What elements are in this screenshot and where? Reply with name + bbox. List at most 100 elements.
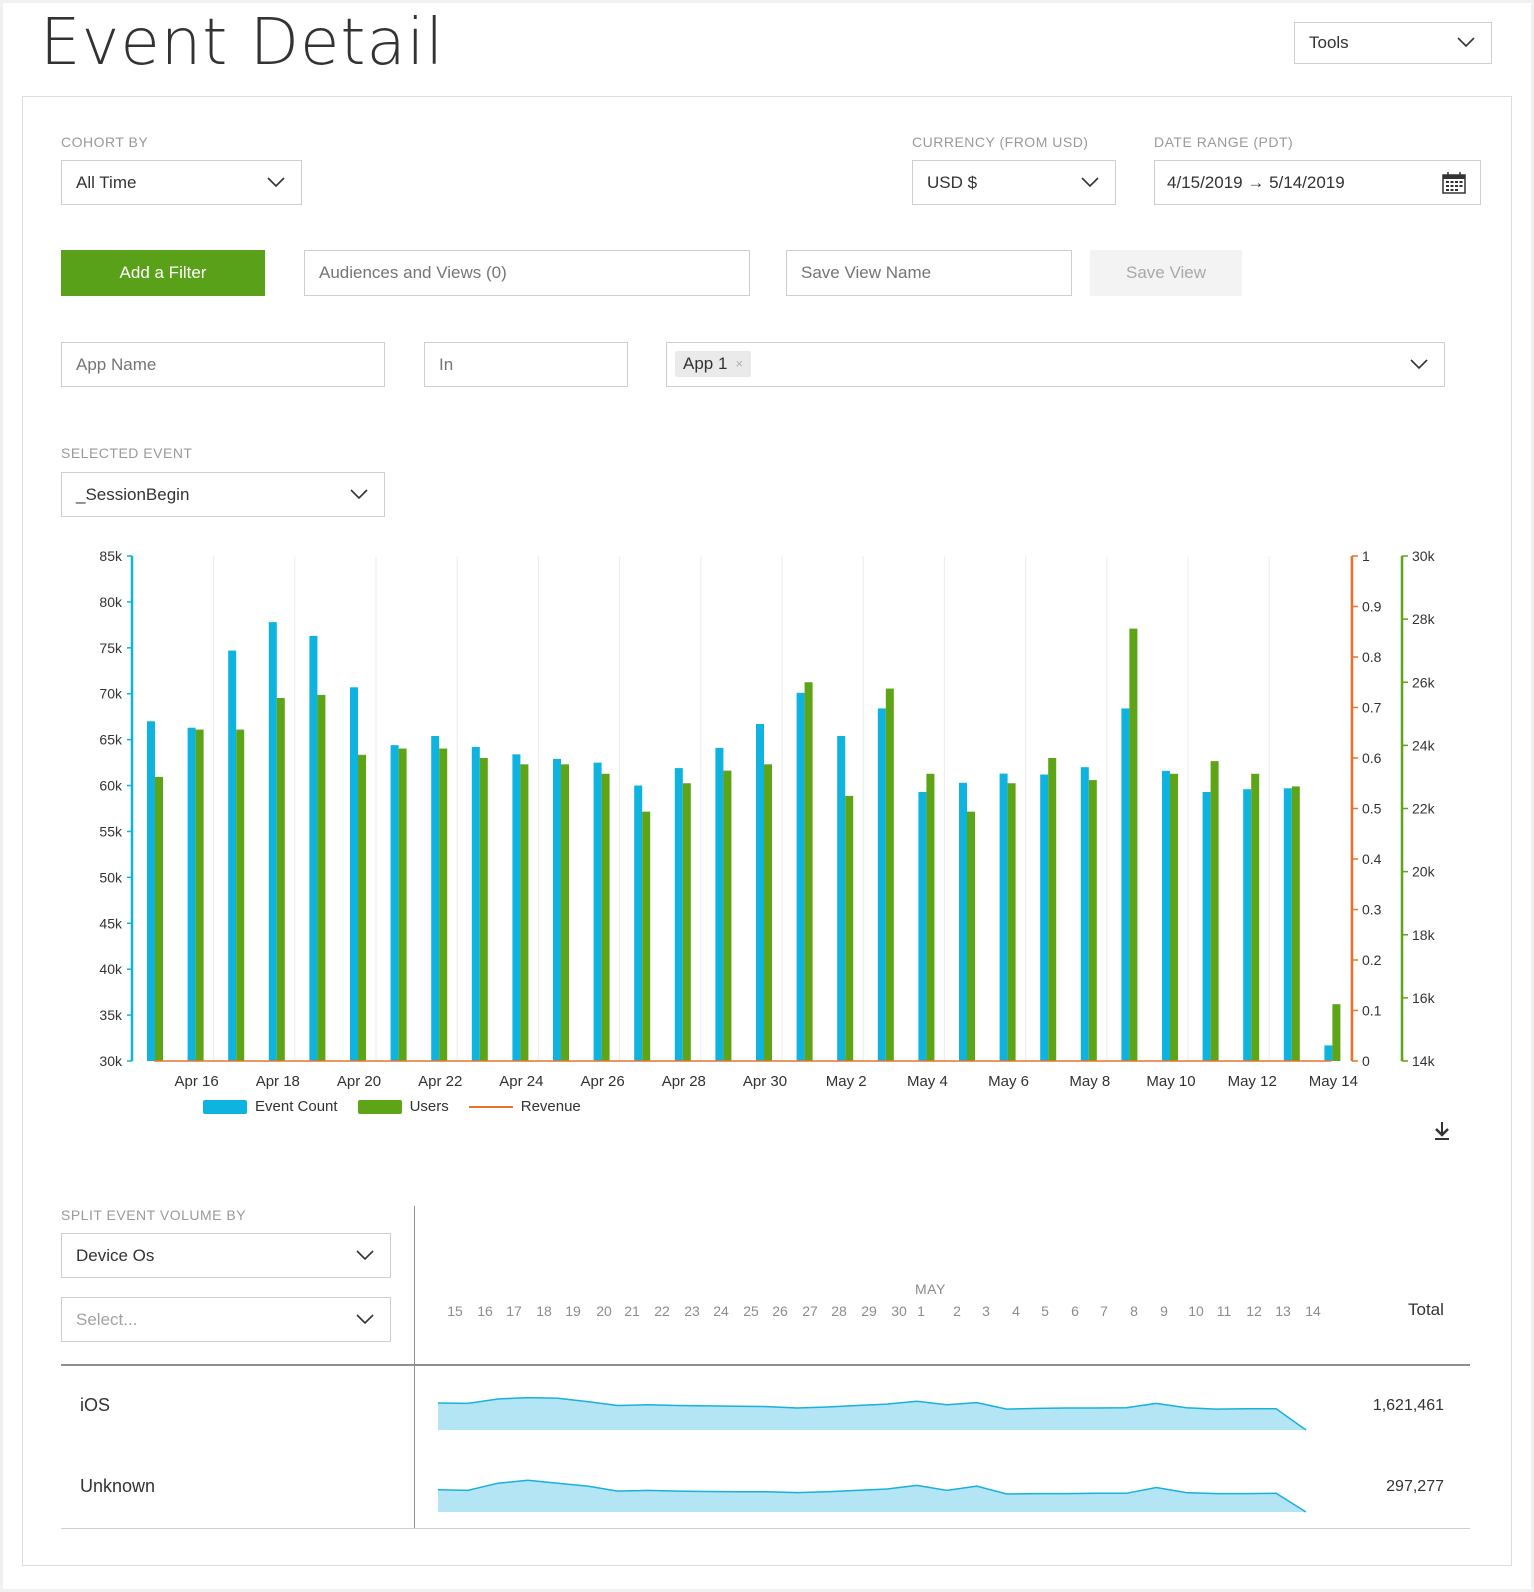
date-range-picker[interactable]: 4/15/2019 → 5/14/2019	[1154, 160, 1481, 205]
x-tick-label: Apr 18	[256, 1073, 300, 1090]
split-dropdown[interactable]: Device Os	[61, 1233, 391, 1278]
bar-users	[885, 688, 894, 1061]
bar-event-count	[431, 735, 440, 1061]
x-tick-label: May 8	[1069, 1073, 1110, 1090]
bar-event-count	[512, 754, 521, 1061]
split-select-placeholder: Select...	[76, 1309, 138, 1329]
app-name-field[interactable]	[61, 342, 385, 387]
legend-swatch	[468, 1105, 513, 1108]
day-label: 20	[596, 1303, 612, 1319]
chip-remove-icon[interactable]: ×	[735, 356, 744, 371]
bar-event-count	[350, 687, 358, 1061]
column-divider	[414, 1206, 415, 1528]
x-tick-label: Apr 22	[418, 1073, 462, 1090]
bar-event-count	[1243, 789, 1252, 1061]
x-tick-label: Apr 26	[580, 1073, 624, 1090]
day-label: 12	[1246, 1303, 1262, 1319]
bar-event-count	[268, 622, 277, 1061]
y-tick-label-right-users: 26k	[1412, 674, 1436, 690]
legend-swatch	[203, 1099, 247, 1114]
day-label: 7	[1100, 1303, 1108, 1319]
y-tick-label-right-revenue: 0.8	[1362, 649, 1382, 665]
save-view-button[interactable]: Save View	[1090, 250, 1242, 296]
y-tick-label-right-users: 22k	[1412, 801, 1436, 817]
chevron-down-icon	[1410, 358, 1428, 369]
chart-legend: Event Count Users Revenue	[203, 1098, 581, 1115]
bar-users	[236, 729, 245, 1061]
save-view-name-input[interactable]	[786, 250, 1072, 296]
bar-event-count	[228, 650, 237, 1061]
x-tick-label: Apr 24	[499, 1073, 543, 1090]
cohort-dropdown[interactable]: All Time	[61, 160, 302, 205]
x-tick-label: May 2	[826, 1073, 867, 1090]
legend-revenue[interactable]: Revenue	[468, 1098, 581, 1115]
event-dropdown[interactable]: _SessionBegin	[61, 472, 385, 517]
day-label: 30	[891, 1303, 907, 1319]
bar-users	[439, 748, 448, 1061]
x-tick-label: Apr 28	[662, 1073, 706, 1090]
y-tick-label-right-revenue: 0.3	[1362, 902, 1382, 918]
tools-dropdown[interactable]: Tools	[1294, 22, 1492, 64]
x-tick-label: May 14	[1309, 1073, 1358, 1090]
legend-event-count[interactable]: Event Count	[203, 1098, 338, 1115]
day-label: 29	[861, 1303, 877, 1319]
bar-users	[155, 776, 163, 1061]
page-title: Event Detail	[40, 6, 445, 80]
y-tick-label-right-revenue: 1	[1362, 548, 1370, 564]
y-tick-label-right-revenue: 0.4	[1362, 851, 1382, 867]
bar-users	[479, 758, 488, 1061]
legend-users[interactable]: Users	[357, 1098, 449, 1115]
cohort-label: COHORT BY	[61, 134, 149, 150]
day-label: 26	[772, 1303, 788, 1319]
currency-value: USD $	[927, 172, 978, 192]
bar-users	[317, 694, 326, 1061]
day-label: 18	[536, 1303, 552, 1319]
y-tick-label-left: 75k	[99, 640, 123, 656]
bar-event-count	[715, 747, 724, 1061]
day-label: 27	[802, 1303, 818, 1319]
currency-label: CURRENCY (FROM USD)	[912, 134, 1089, 150]
day-label: 6	[1071, 1303, 1079, 1319]
currency-dropdown[interactable]: USD $	[912, 160, 1116, 205]
y-tick-label-right-users: 24k	[1412, 737, 1436, 753]
table-bottom-divider	[61, 1528, 1470, 1529]
chevron-down-icon	[1457, 37, 1475, 47]
bar-event-count	[674, 768, 683, 1061]
calendar-icon[interactable]	[1442, 172, 1466, 194]
day-label: 24	[713, 1303, 729, 1319]
y-tick-label-right-revenue: 0	[1362, 1053, 1370, 1069]
audiences-views-input[interactable]	[304, 250, 750, 296]
y-tick-label-left: 30k	[99, 1053, 123, 1069]
y-tick-label-left: 50k	[99, 869, 123, 885]
bar-users	[601, 773, 610, 1061]
legend-label: Event Count	[255, 1098, 338, 1115]
day-label: 2	[953, 1303, 961, 1319]
split-value-select[interactable]: Select...	[61, 1297, 391, 1342]
bar-event-count	[1202, 791, 1211, 1061]
legend-label: Revenue	[520, 1098, 581, 1115]
x-tick-label: May 4	[907, 1073, 948, 1090]
y-tick-label-right-users: 14k	[1412, 1053, 1436, 1069]
day-label: 23	[684, 1303, 700, 1319]
day-label: 17	[506, 1303, 522, 1319]
cohort-value: All Time	[76, 172, 137, 192]
add-filter-button[interactable]: Add a Filter	[61, 250, 265, 296]
y-tick-label-right-revenue: 0.7	[1362, 700, 1382, 716]
app-value-multiselect[interactable]: App 1 ×	[666, 342, 1445, 387]
day-label: 16	[477, 1303, 493, 1319]
y-tick-label-left: 85k	[99, 548, 123, 564]
day-label: 10	[1188, 1303, 1204, 1319]
selected-event-label: SELECTED EVENT	[61, 445, 193, 461]
tools-label: Tools	[1309, 33, 1349, 52]
operator-field[interactable]	[424, 342, 628, 387]
date-range-label: DATE RANGE (PDT)	[1154, 134, 1294, 150]
download-icon[interactable]	[1432, 1120, 1452, 1142]
legend-label: Users	[409, 1098, 449, 1115]
day-label: 9	[1160, 1303, 1168, 1319]
y-tick-label-left: 70k	[99, 686, 123, 702]
bar-users	[723, 770, 732, 1061]
bar-users	[1332, 1004, 1341, 1061]
sparkline-line	[437, 1396, 1307, 1431]
bar-users	[804, 682, 813, 1061]
